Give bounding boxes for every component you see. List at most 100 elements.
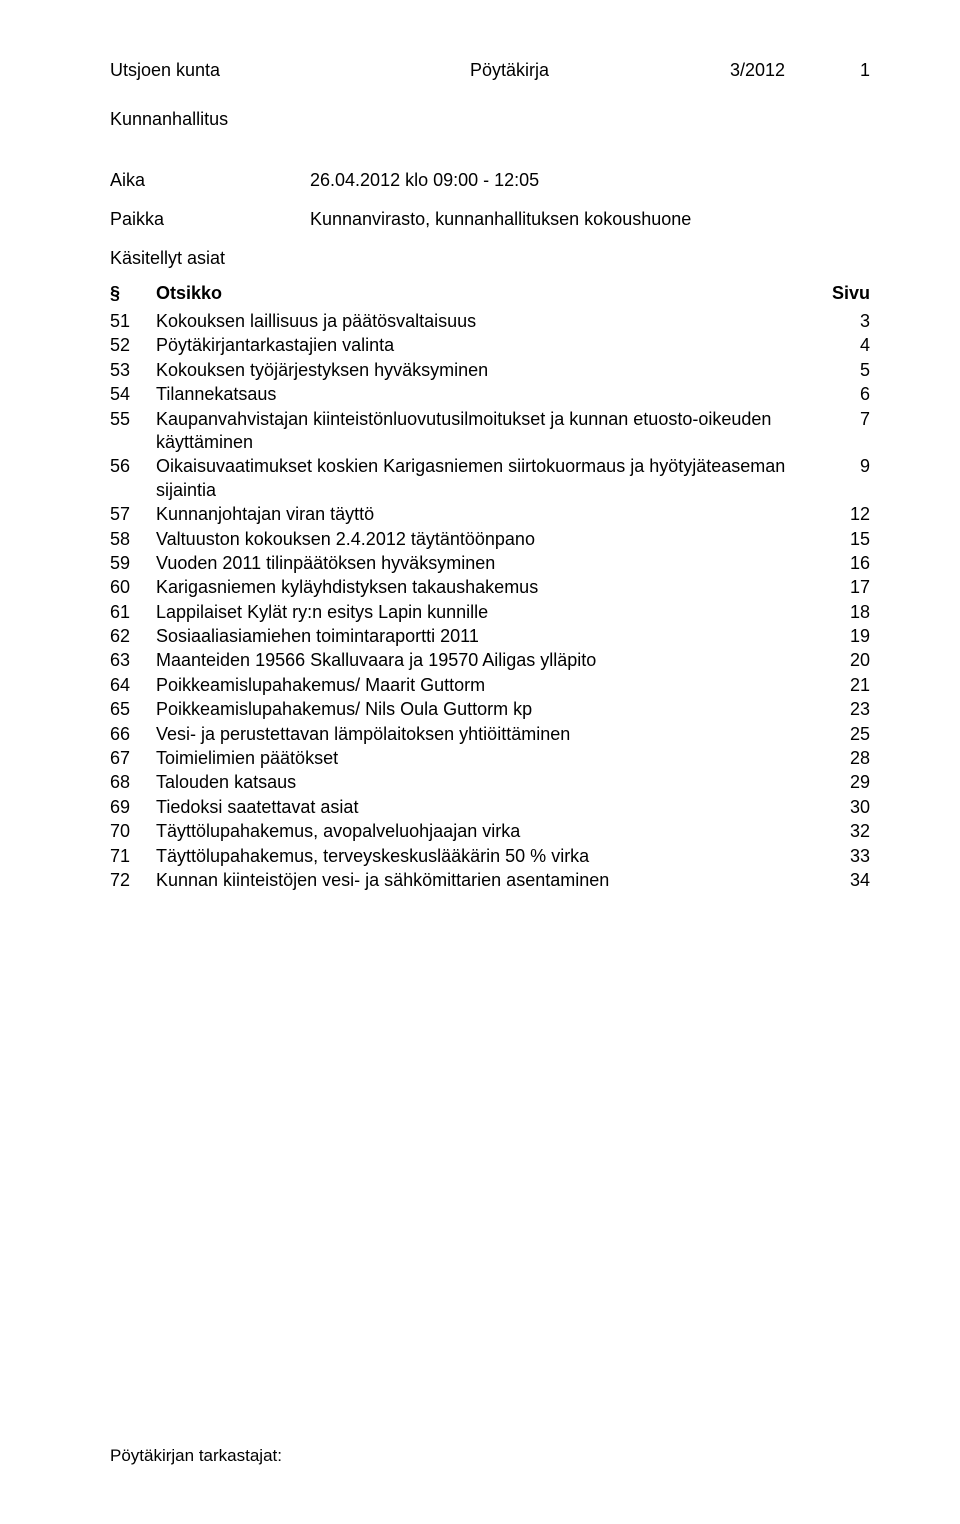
toc-title: Poikkeamislupahakemus/ Maarit Guttorm: [156, 674, 820, 697]
meta-paikka-label: Paikka: [110, 209, 310, 230]
toc-row: 53Kokouksen työjärjestyksen hyväksyminen…: [110, 359, 870, 382]
toc-page: 18: [820, 601, 870, 624]
toc-page: 28: [820, 747, 870, 770]
toc-row: 69Tiedoksi saatettavat asiat30: [110, 796, 870, 819]
toc-row: 67Toimielimien päätökset28: [110, 747, 870, 770]
toc-sec: 56: [110, 455, 156, 502]
toc-title: Pöytäkirjantarkastajien valinta: [156, 334, 820, 357]
toc-row: 64Poikkeamislupahakemus/ Maarit Guttorm2…: [110, 674, 870, 697]
toc-title: Valtuuston kokouksen 2.4.2012 täytäntöön…: [156, 528, 820, 551]
toc-sec: 51: [110, 310, 156, 333]
toc-head-page: Sivu: [820, 283, 870, 304]
meta-aika-value: 26.04.2012 klo 09:00 - 12:05: [310, 170, 870, 191]
toc-page: 23: [820, 698, 870, 721]
toc-title: Kokouksen laillisuus ja päätösvaltaisuus: [156, 310, 820, 333]
toc-row: 70Täyttölupahakemus, avopalveluohjaajan …: [110, 820, 870, 843]
page: Utsjoen kunta Pöytäkirja 3/2012 1 Kunnan…: [0, 0, 960, 1524]
toc-head-sec: §: [110, 283, 156, 304]
toc-sec: 68: [110, 771, 156, 794]
toc-row: 54Tilannekatsaus6: [110, 383, 870, 406]
toc-row: 63Maanteiden 19566 Skalluvaara ja 19570 …: [110, 649, 870, 672]
toc-page: 20: [820, 649, 870, 672]
toc-row: 56Oikaisuvaatimukset koskien Karigasniem…: [110, 455, 870, 502]
toc-sec: 71: [110, 845, 156, 868]
toc-page: 3: [820, 310, 870, 333]
toc-sec: 72: [110, 869, 156, 892]
header-doc-type: Pöytäkirja: [470, 60, 730, 81]
toc-body: 51Kokouksen laillisuus ja päätösvaltaisu…: [110, 310, 870, 892]
toc-title: Täyttölupahakemus, avopalveluohjaajan vi…: [156, 820, 820, 843]
toc-row: 51Kokouksen laillisuus ja päätösvaltaisu…: [110, 310, 870, 333]
toc-page: 7: [820, 408, 870, 455]
toc-page: 5: [820, 359, 870, 382]
meta-paikka-row: Paikka Kunnanvirasto, kunnanhallituksen …: [110, 209, 870, 230]
toc-title: Tilannekatsaus: [156, 383, 820, 406]
toc-page: 30: [820, 796, 870, 819]
toc-page: 16: [820, 552, 870, 575]
toc-row: 62Sosiaaliasiamiehen toimintaraportti 20…: [110, 625, 870, 648]
header-doc-number: 3/2012: [730, 60, 850, 81]
toc-page: 29: [820, 771, 870, 794]
toc-sec: 60: [110, 576, 156, 599]
toc-title: Vuoden 2011 tilinpäätöksen hyväksyminen: [156, 552, 820, 575]
toc-row: 72Kunnan kiinteistöjen vesi- ja sähkömit…: [110, 869, 870, 892]
toc-row: 66Vesi- ja perustettavan lämpölaitoksen …: [110, 723, 870, 746]
toc-sec: 67: [110, 747, 156, 770]
toc-sec: 62: [110, 625, 156, 648]
toc-sec: 58: [110, 528, 156, 551]
meta-aika-label: Aika: [110, 170, 310, 191]
toc-sec: 57: [110, 503, 156, 526]
toc-sec: 53: [110, 359, 156, 382]
toc-page: 6: [820, 383, 870, 406]
toc-title: Oikaisuvaatimukset koskien Karigasniemen…: [156, 455, 820, 502]
toc-page: 33: [820, 845, 870, 868]
toc-page: 34: [820, 869, 870, 892]
toc-page: 17: [820, 576, 870, 599]
toc-sec: 66: [110, 723, 156, 746]
toc-sec: 65: [110, 698, 156, 721]
header-org: Utsjoen kunta: [110, 60, 470, 81]
meta-aika-row: Aika 26.04.2012 klo 09:00 - 12:05: [110, 170, 870, 191]
toc-head: § Otsikko Sivu: [110, 283, 870, 304]
toc-page: 21: [820, 674, 870, 697]
toc-row: 61Lappilaiset Kylät ry:n esitys Lapin ku…: [110, 601, 870, 624]
toc-sec: 52: [110, 334, 156, 357]
header-line: Utsjoen kunta Pöytäkirja 3/2012: [110, 60, 870, 81]
toc-page: 19: [820, 625, 870, 648]
toc-row: 59Vuoden 2011 tilinpäätöksen hyväksymine…: [110, 552, 870, 575]
footer: Pöytäkirjan tarkastajat:: [110, 1446, 282, 1466]
toc-row: 57Kunnanjohtajan viran täyttö12: [110, 503, 870, 526]
toc-title: Poikkeamislupahakemus/ Nils Oula Guttorm…: [156, 698, 820, 721]
toc-sec: 61: [110, 601, 156, 624]
toc-row: 65Poikkeamislupahakemus/ Nils Oula Gutto…: [110, 698, 870, 721]
kasitellyt-label: Käsitellyt asiat: [110, 248, 870, 269]
toc-title: Maanteiden 19566 Skalluvaara ja 19570 Ai…: [156, 649, 820, 672]
toc-sec: 54: [110, 383, 156, 406]
toc-sec: 69: [110, 796, 156, 819]
toc-page: 32: [820, 820, 870, 843]
toc-page: 25: [820, 723, 870, 746]
toc-sec: 55: [110, 408, 156, 455]
toc-title: Karigasniemen kyläyhdistyksen takaushake…: [156, 576, 820, 599]
toc-title: Kaupanvahvistajan kiinteistönluovutusilm…: [156, 408, 820, 455]
toc-page: 9: [820, 455, 870, 502]
toc-title: Kokouksen työjärjestyksen hyväksyminen: [156, 359, 820, 382]
toc-page: 4: [820, 334, 870, 357]
toc-title: Sosiaaliasiamiehen toimintaraportti 2011: [156, 625, 820, 648]
toc-sec: 64: [110, 674, 156, 697]
header-page-number: 1: [860, 60, 870, 81]
toc-title: Kunnan kiinteistöjen vesi- ja sähkömitta…: [156, 869, 820, 892]
toc-title: Talouden katsaus: [156, 771, 820, 794]
toc-title: Kunnanjohtajan viran täyttö: [156, 503, 820, 526]
toc-sec: 63: [110, 649, 156, 672]
toc-row: 52Pöytäkirjantarkastajien valinta4: [110, 334, 870, 357]
toc-sec: 59: [110, 552, 156, 575]
toc-title: Toimielimien päätökset: [156, 747, 820, 770]
meta-paikka-value: Kunnanvirasto, kunnanhallituksen kokoush…: [310, 209, 870, 230]
toc-title: Täyttölupahakemus, terveyskeskuslääkärin…: [156, 845, 820, 868]
toc-title: Lappilaiset Kylät ry:n esitys Lapin kunn…: [156, 601, 820, 624]
toc-page: 15: [820, 528, 870, 551]
body-name: Kunnanhallitus: [110, 109, 870, 130]
toc-row: 71Täyttölupahakemus, terveyskeskuslääkär…: [110, 845, 870, 868]
toc-title: Vesi- ja perustettavan lämpölaitoksen yh…: [156, 723, 820, 746]
